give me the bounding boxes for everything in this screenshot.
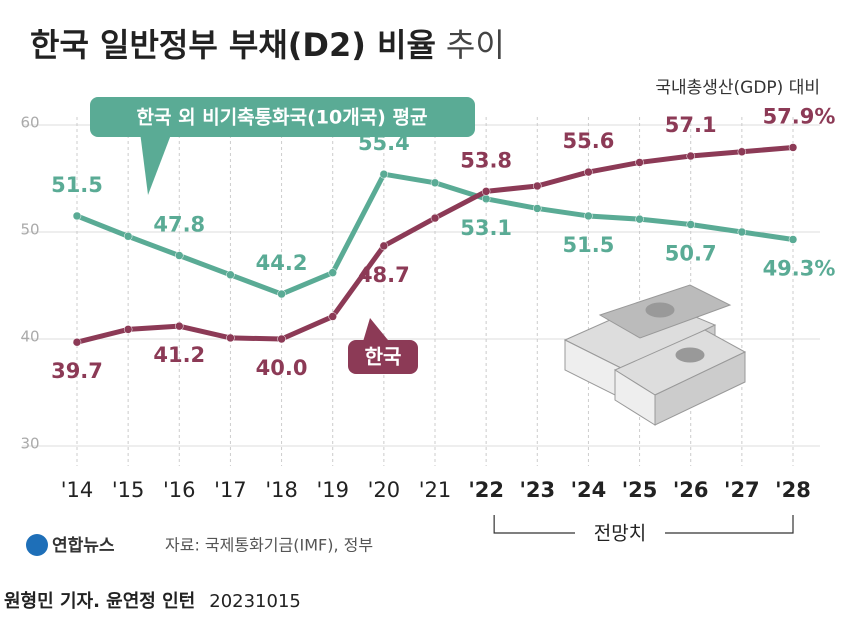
data-point xyxy=(226,270,235,280)
unit-label: 국내총생산(GDP) 대비 xyxy=(655,78,820,98)
data-point xyxy=(123,325,133,334)
legend-box xyxy=(90,97,475,137)
y-tick-label: 40 xyxy=(20,328,39,346)
data-label: 53.8 xyxy=(460,148,512,172)
data-point xyxy=(584,211,593,221)
data-point xyxy=(379,241,389,251)
x-tick-label: '24 xyxy=(571,478,607,502)
data-label: 57.1 xyxy=(665,113,717,137)
data-label: 57.9% xyxy=(763,104,836,128)
x-tick-label: '28 xyxy=(775,478,811,502)
data-point xyxy=(277,289,286,299)
title-main: 한국 일반정부 부채(D2) 비율 xyxy=(30,26,436,64)
data-label: 49.3% xyxy=(763,256,836,280)
byline: 원형민 기자. 윤연정 인턴 20231015 xyxy=(4,591,301,612)
data-point xyxy=(430,178,440,188)
data-point xyxy=(72,211,82,221)
data-label: 47.8 xyxy=(153,213,205,237)
data-point xyxy=(686,220,695,229)
x-tick-label: '14 xyxy=(61,478,94,502)
data-point xyxy=(481,194,491,204)
data-label: 55.6 xyxy=(563,129,615,153)
data-label: 53.1 xyxy=(460,216,512,240)
title-suffix: 추이 xyxy=(446,26,505,64)
data-point xyxy=(175,321,184,331)
x-tick-label: '25 xyxy=(622,478,658,502)
data-label: 51.5 xyxy=(51,173,103,197)
legend-label: 한국 외 비기축통화국(10개국) 평균 xyxy=(137,107,428,129)
data-point xyxy=(379,169,389,179)
x-tick-label: '16 xyxy=(163,478,196,502)
data-point xyxy=(737,227,747,237)
data-label: 40.0 xyxy=(256,356,308,380)
x-tick-label: '27 xyxy=(724,478,760,502)
data-point xyxy=(788,143,798,152)
logo: 연합뉴스 xyxy=(52,535,115,556)
data-point xyxy=(635,158,644,167)
data-label: 44.2 xyxy=(256,251,308,275)
data-point xyxy=(533,181,542,191)
forecast-label: 전망치 xyxy=(594,523,646,545)
legend-pointer xyxy=(362,318,392,345)
data-point xyxy=(123,232,133,241)
data-point xyxy=(328,312,337,321)
data-point xyxy=(584,167,593,177)
x-tick-label: '21 xyxy=(419,478,452,502)
data-label: 51.5 xyxy=(563,233,615,257)
data-point xyxy=(226,333,235,343)
chart-title: 한국 일반정부 부채(D2) 비율 추이 xyxy=(30,26,505,64)
data-point xyxy=(788,235,798,244)
data-label: 41.2 xyxy=(153,343,205,367)
legend-label: 한국 xyxy=(365,345,402,369)
logo-icon xyxy=(26,534,48,556)
data-label: 50.7 xyxy=(665,242,717,266)
y-tick-label: 30 xyxy=(20,435,39,453)
data-point xyxy=(533,204,542,213)
forecast-bracket xyxy=(493,515,794,534)
data-point xyxy=(430,213,440,223)
x-tick-label: '18 xyxy=(265,478,298,502)
x-tick-label: '23 xyxy=(519,478,555,502)
x-tick-label: '19 xyxy=(316,478,349,502)
data-point xyxy=(737,147,747,156)
x-tick-label: '22 xyxy=(468,478,504,502)
x-tick-label: '26 xyxy=(673,478,709,502)
source: 자료: 국제통화기금(IMF), 정부 xyxy=(165,536,373,555)
data-point xyxy=(175,251,184,260)
byline-text: 원형민 기자. 윤연정 인턴 xyxy=(4,591,195,612)
legend-box xyxy=(348,340,418,374)
y-tick-label: 60 xyxy=(20,114,39,132)
data-label: 48.7 xyxy=(358,263,410,287)
x-tick-label: '17 xyxy=(214,478,247,502)
data-point xyxy=(686,151,695,161)
money-illustration xyxy=(563,284,747,426)
x-tick-label: '15 xyxy=(112,478,145,502)
date: 20231015 xyxy=(209,591,301,612)
data-point xyxy=(277,334,286,344)
data-point xyxy=(481,187,491,196)
plot: 30 40 50 60 '14 '15 '16 '17 '18 '19 '20 '21 '22 '23 '2… xyxy=(20,97,835,545)
y-tick-label: 50 xyxy=(20,221,39,239)
data-point xyxy=(328,268,337,277)
data-label: 39.7 xyxy=(51,359,103,383)
legend-pointer xyxy=(140,132,172,195)
data-point xyxy=(72,337,82,347)
x-tick-label: '20 xyxy=(368,478,401,502)
data-point xyxy=(635,214,644,224)
